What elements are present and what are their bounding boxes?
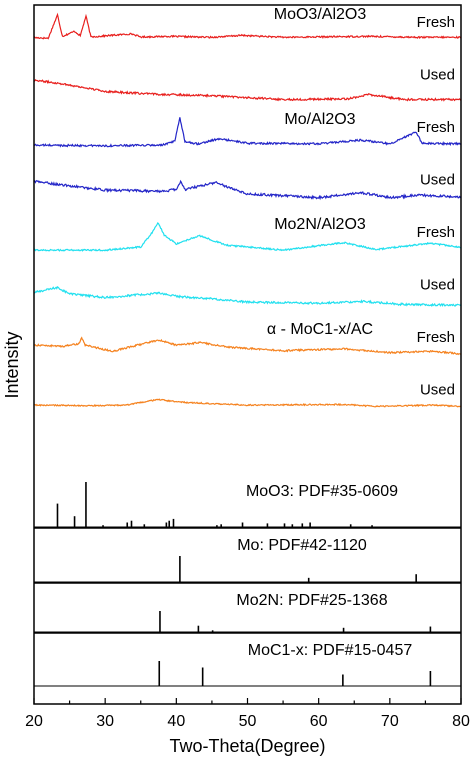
reference-label: MoC1-x: PDF#15-0457 (248, 642, 413, 659)
series-line (33, 79, 462, 102)
x-axis: 20 30 40 50 60 70 80 (25, 698, 470, 730)
x-tick-label: 40 (167, 713, 185, 730)
x-tick-label: 20 (25, 713, 43, 730)
x-tick-label: 80 (452, 713, 470, 730)
series-state-label: Used (420, 276, 455, 293)
reference-label: Mo2N: PDF#25-1368 (236, 592, 387, 609)
series-state-label: Used (420, 66, 455, 83)
series-line (33, 286, 462, 308)
series-line (33, 179, 462, 201)
x-tick-label: 60 (310, 713, 328, 730)
series-state-label: Used (420, 171, 455, 188)
series-sample-label: MoO3/Al2O3 (274, 6, 367, 23)
reference-label: Mo: PDF#42-1120 (237, 537, 367, 554)
series-state-label: Fresh (417, 14, 455, 31)
series-sample-label: Mo/Al2O3 (284, 111, 355, 128)
reference-label: MoO3: PDF#35-0609 (246, 483, 398, 500)
series-sample-label: Mo2N/Al2O3 (274, 216, 366, 233)
series-line (33, 336, 462, 356)
x-tick-label: 70 (381, 713, 399, 730)
series-line (33, 398, 462, 408)
y-axis-title: Intensity (2, 331, 22, 398)
series-line (34, 117, 462, 148)
x-tick-label: 50 (239, 713, 257, 730)
series-state-label: Fresh (417, 119, 455, 136)
series-sample-label: α - MoC1-x/AC (267, 321, 373, 338)
reference-group: MoO3: PDF#35-0609 Mo: PDF#42-1120 Mo2N: PD… (34, 482, 461, 687)
x-axis-title: Two-Theta(Degree) (169, 736, 325, 756)
patterns-group: Fresh MoO3/Al2O3 Used Fresh Mo/Al2O3 Used Fres… (33, 6, 462, 408)
series-state-label: Fresh (417, 224, 455, 241)
series-state-label: Fresh (417, 329, 455, 346)
series-state-label: Used (420, 381, 455, 398)
series-line (33, 12, 462, 40)
x-tick-label: 30 (96, 713, 114, 730)
series-line (33, 222, 462, 252)
